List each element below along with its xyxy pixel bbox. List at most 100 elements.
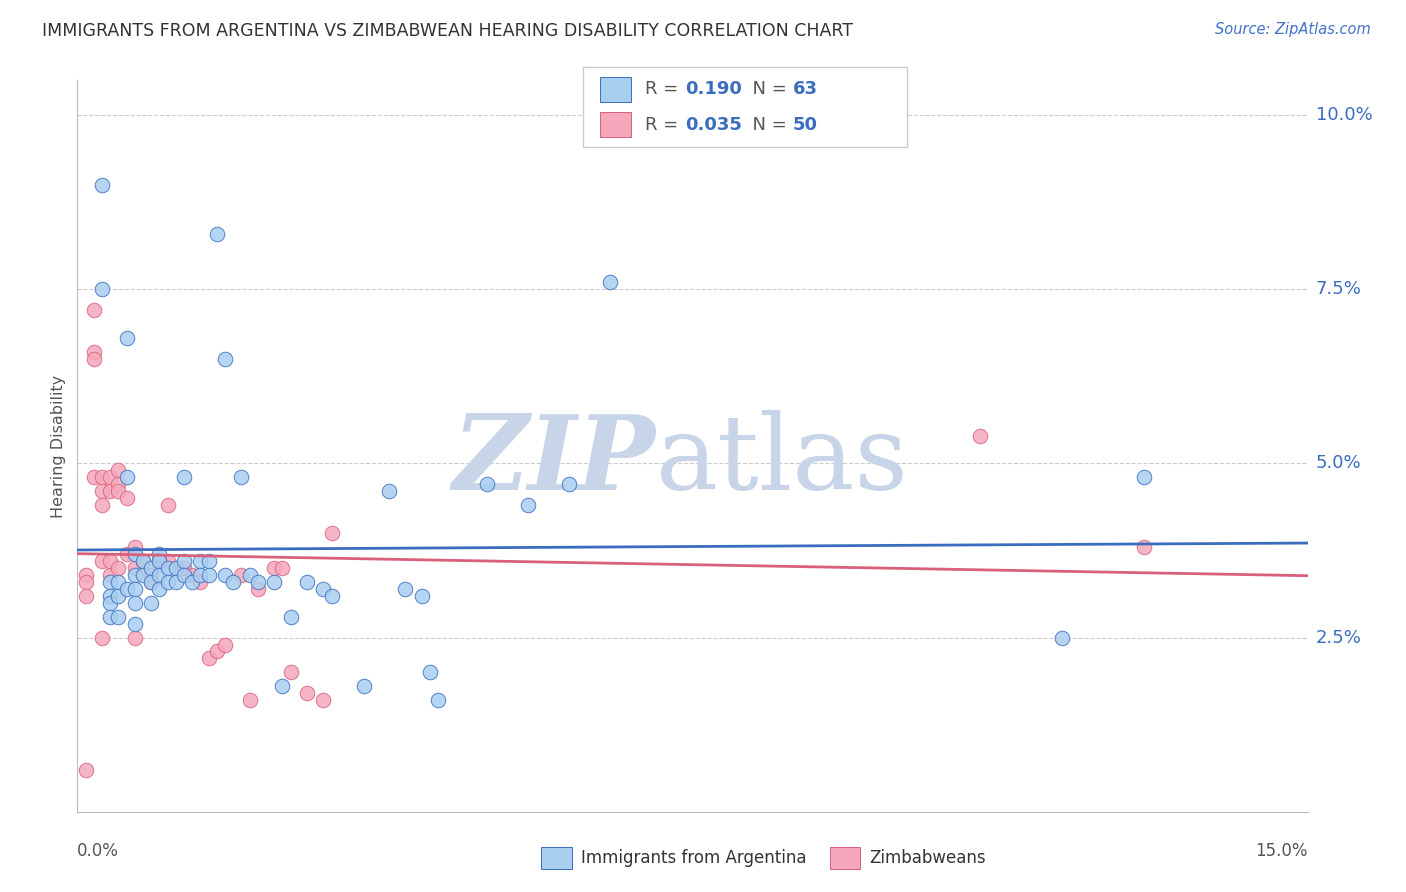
Point	[107, 609, 129, 624]
Text: 7.5%: 7.5%	[1316, 280, 1362, 298]
Point	[246, 574, 269, 589]
Point	[156, 498, 179, 512]
Point	[173, 561, 195, 575]
Point	[1132, 470, 1154, 484]
Point	[90, 631, 114, 645]
Text: 15.0%: 15.0%	[1256, 842, 1308, 860]
Point	[141, 567, 163, 582]
Point	[239, 567, 262, 582]
Point	[124, 540, 146, 554]
Point	[141, 596, 163, 610]
Point	[148, 567, 170, 582]
Point	[115, 491, 138, 506]
Point	[75, 574, 97, 589]
Point	[124, 567, 146, 582]
Text: 0.190: 0.190	[685, 80, 741, 98]
Point	[188, 574, 212, 589]
Point	[107, 574, 129, 589]
Point	[231, 470, 253, 484]
Point	[75, 567, 97, 582]
Point	[271, 679, 294, 693]
Point	[98, 470, 121, 484]
Point	[124, 596, 146, 610]
Point	[141, 574, 163, 589]
Point	[214, 351, 236, 366]
Point	[115, 470, 138, 484]
Point	[132, 567, 155, 582]
Point	[90, 484, 114, 499]
Text: IMMIGRANTS FROM ARGENTINA VS ZIMBABWEAN HEARING DISABILITY CORRELATION CHART: IMMIGRANTS FROM ARGENTINA VS ZIMBABWEAN …	[42, 22, 853, 40]
Point	[197, 651, 219, 665]
Text: Source: ZipAtlas.com: Source: ZipAtlas.com	[1215, 22, 1371, 37]
Point	[271, 561, 294, 575]
Text: 50: 50	[793, 116, 818, 134]
Text: atlas: atlas	[655, 409, 908, 512]
Point	[132, 554, 155, 568]
Point	[148, 554, 170, 568]
Point	[75, 589, 97, 603]
Point	[312, 693, 335, 707]
Point	[1132, 540, 1154, 554]
Point	[312, 582, 335, 596]
Point	[427, 693, 450, 707]
Point	[599, 275, 621, 289]
Point	[141, 561, 163, 575]
Text: 0.035: 0.035	[685, 116, 741, 134]
Text: 5.0%: 5.0%	[1316, 454, 1361, 473]
Point	[263, 561, 285, 575]
Point	[83, 303, 105, 318]
Point	[156, 554, 179, 568]
Point	[295, 686, 318, 700]
Text: 10.0%: 10.0%	[1316, 106, 1372, 124]
Point	[148, 547, 170, 561]
Point	[353, 679, 375, 693]
Point	[124, 547, 146, 561]
Point	[98, 567, 121, 582]
Point	[115, 547, 138, 561]
Point	[115, 331, 138, 345]
Point	[181, 574, 204, 589]
Point	[295, 574, 318, 589]
Point	[132, 554, 155, 568]
Point	[165, 561, 187, 575]
Y-axis label: Hearing Disability: Hearing Disability	[51, 375, 66, 517]
Point	[98, 484, 121, 499]
Point	[231, 567, 253, 582]
Point	[124, 582, 146, 596]
Point	[222, 574, 245, 589]
Point	[141, 574, 163, 589]
Point	[280, 609, 302, 624]
Point	[378, 484, 401, 499]
Point	[517, 498, 540, 512]
Point	[280, 665, 302, 680]
Point	[321, 526, 343, 541]
Text: N =: N =	[741, 116, 793, 134]
Point	[90, 498, 114, 512]
Point	[394, 582, 416, 596]
Point	[98, 554, 121, 568]
Point	[173, 470, 195, 484]
Point	[107, 561, 129, 575]
Point	[1050, 631, 1073, 645]
Point	[214, 638, 236, 652]
Text: Immigrants from Argentina: Immigrants from Argentina	[581, 849, 806, 867]
Point	[419, 665, 441, 680]
Point	[98, 574, 121, 589]
Point	[188, 554, 212, 568]
Text: N =: N =	[741, 80, 793, 98]
Text: 2.5%: 2.5%	[1316, 629, 1362, 647]
Point	[107, 484, 129, 499]
Point	[75, 763, 97, 777]
Text: 0.0%: 0.0%	[77, 842, 120, 860]
Text: R =: R =	[645, 80, 685, 98]
Point	[321, 589, 343, 603]
Point	[107, 477, 129, 491]
Point	[98, 596, 121, 610]
Point	[188, 567, 212, 582]
Point	[263, 574, 285, 589]
Point	[197, 554, 219, 568]
Point	[98, 609, 121, 624]
Point	[246, 582, 269, 596]
Point	[205, 644, 228, 658]
Point	[98, 589, 121, 603]
